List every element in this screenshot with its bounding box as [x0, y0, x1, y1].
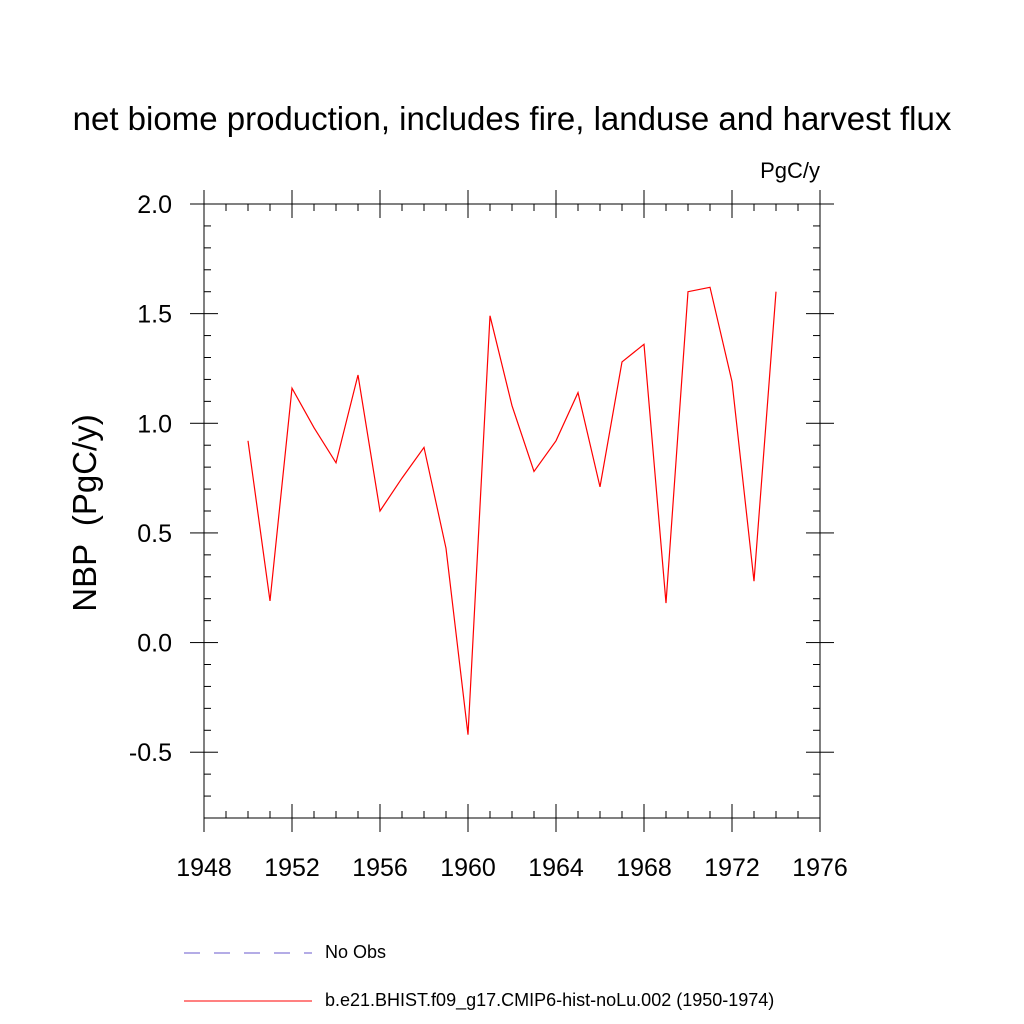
x-tick-label: 1968: [616, 854, 672, 882]
legend: [184, 952, 312, 1002]
y-tick-label: 1.0: [137, 410, 172, 438]
plot-frame: [203, 203, 821, 819]
chart-title: net biome production, includes fire, lan…: [72, 100, 952, 137]
y-tick-label: 2.0: [137, 191, 172, 219]
y-tick-label: -0.5: [129, 739, 172, 767]
series-line-1: [247, 286, 777, 735]
units-label: PgC/y: [760, 158, 820, 183]
x-tick-label: 1972: [704, 854, 760, 882]
y-tick-label: 1.5: [137, 301, 172, 329]
y-tick-label: 0.5: [137, 520, 172, 548]
x-tick-label: 1952: [264, 854, 320, 882]
legend-label-no-obs: No Obs: [325, 942, 387, 962]
x-tick-label: 1976: [792, 854, 848, 882]
legend-label-model-run: b.e21.BHIST.f09_g17.CMIP6-hist-noLu.002 …: [325, 990, 775, 1010]
axes: 1948 1952 1956 1960 1964 1968 1972 1976 -0.5 0.0 0…: [129, 190, 848, 882]
x-tick-label: 1948: [176, 854, 232, 882]
x-tick-label: 1960: [440, 854, 496, 882]
x-tick-label: 1956: [352, 854, 408, 882]
y-tick-label: 0.0: [137, 630, 172, 658]
series-group: [247, 286, 777, 735]
x-tick-label: 1964: [528, 854, 584, 882]
